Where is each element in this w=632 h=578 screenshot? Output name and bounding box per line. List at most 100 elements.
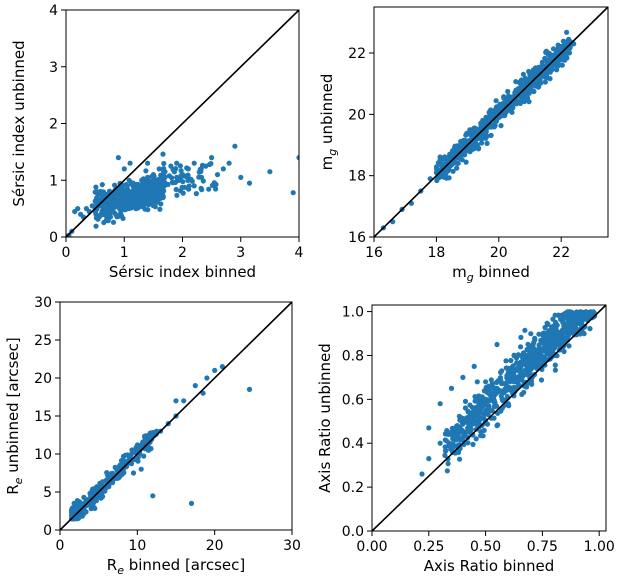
data-point xyxy=(484,133,490,139)
x-tick-label: 0.75 xyxy=(527,539,558,555)
scatter-panel-4: 0.00 0.25 0.50 0.75 1.00 0.0 0.2 0.4 0.6 0.8 1.0 Ax… xyxy=(316,304,615,575)
data-point xyxy=(479,136,485,142)
data-point xyxy=(489,390,495,396)
data-point xyxy=(471,363,477,369)
data-point xyxy=(142,180,148,186)
data-point xyxy=(437,401,443,407)
data-point xyxy=(219,364,225,370)
data-point xyxy=(290,190,296,196)
data-point xyxy=(552,362,558,368)
data-point xyxy=(162,169,168,175)
data-point xyxy=(115,475,122,481)
data-point xyxy=(550,46,557,52)
data-point xyxy=(542,79,548,85)
data-point xyxy=(178,168,184,174)
y-tick-label: 0.6 xyxy=(342,392,364,408)
data-point xyxy=(154,197,160,203)
x-tick-label: 1.00 xyxy=(584,539,615,555)
data-point xyxy=(209,155,215,161)
data-point xyxy=(419,471,425,477)
data-point xyxy=(165,181,171,188)
data-point xyxy=(174,160,180,166)
data-point xyxy=(584,309,590,316)
data-point xyxy=(488,107,494,113)
data-point xyxy=(465,440,471,446)
data-point xyxy=(426,425,432,431)
data-point xyxy=(156,183,162,189)
data-point xyxy=(528,86,534,92)
data-point xyxy=(196,174,202,180)
data-point xyxy=(554,67,560,73)
data-point xyxy=(203,163,209,169)
data-point xyxy=(246,386,253,392)
data-point xyxy=(483,407,489,413)
data-point xyxy=(539,348,546,354)
scatter-points xyxy=(419,309,598,477)
data-point xyxy=(140,204,146,210)
data-point xyxy=(168,163,174,169)
data-point xyxy=(518,334,524,340)
data-point xyxy=(118,213,125,219)
y-tick-label: 0.0 xyxy=(342,524,364,540)
data-point xyxy=(555,62,562,69)
y-tick-label: 5 xyxy=(43,485,52,501)
data-point xyxy=(471,407,477,413)
data-point xyxy=(467,426,473,432)
y-tick-label: 0.8 xyxy=(342,348,364,364)
x-tick-label: 3 xyxy=(236,245,245,261)
x-tick-label: 10 xyxy=(128,538,146,554)
data-point xyxy=(130,470,137,476)
data-point xyxy=(214,172,221,178)
data-point xyxy=(437,154,443,160)
data-point xyxy=(89,487,95,493)
data-point xyxy=(88,493,94,499)
data-point xyxy=(74,498,80,504)
data-point xyxy=(186,183,192,189)
data-point xyxy=(101,219,107,226)
data-point xyxy=(439,161,446,167)
data-point xyxy=(179,184,185,191)
data-point xyxy=(100,493,106,500)
data-point xyxy=(474,379,480,385)
data-point xyxy=(483,379,489,385)
data-point xyxy=(528,331,534,337)
data-point xyxy=(437,440,443,446)
y-tick-label: 22 xyxy=(348,46,366,62)
data-point xyxy=(545,346,552,352)
data-point xyxy=(544,320,550,326)
data-point xyxy=(490,395,496,401)
data-point xyxy=(150,493,156,499)
data-point xyxy=(206,186,212,192)
data-point xyxy=(105,218,111,224)
data-point xyxy=(463,132,469,138)
data-point xyxy=(503,365,509,371)
scatter-points xyxy=(380,29,577,231)
data-point xyxy=(448,385,455,391)
data-point xyxy=(103,478,109,484)
data-point xyxy=(110,219,117,225)
data-point xyxy=(515,360,521,366)
data-point xyxy=(484,389,490,395)
data-point xyxy=(104,470,110,476)
data-point xyxy=(135,454,141,460)
y-tick-label: 0.4 xyxy=(342,436,364,452)
data-point xyxy=(93,493,99,499)
x-tick-label: 4 xyxy=(295,245,304,261)
data-point xyxy=(459,437,466,443)
data-point xyxy=(121,470,127,476)
data-point xyxy=(562,57,568,63)
data-point xyxy=(501,100,507,106)
data-point xyxy=(143,191,149,197)
data-point xyxy=(550,316,556,322)
data-point xyxy=(463,159,469,165)
data-point xyxy=(562,335,568,341)
data-point xyxy=(442,437,448,443)
data-point xyxy=(121,166,127,172)
data-point xyxy=(145,160,151,166)
data-point xyxy=(180,179,186,185)
data-point xyxy=(458,428,464,434)
y-tick-label: 20 xyxy=(34,371,52,387)
data-point xyxy=(471,419,477,425)
data-point xyxy=(525,341,531,347)
data-point xyxy=(72,508,79,514)
